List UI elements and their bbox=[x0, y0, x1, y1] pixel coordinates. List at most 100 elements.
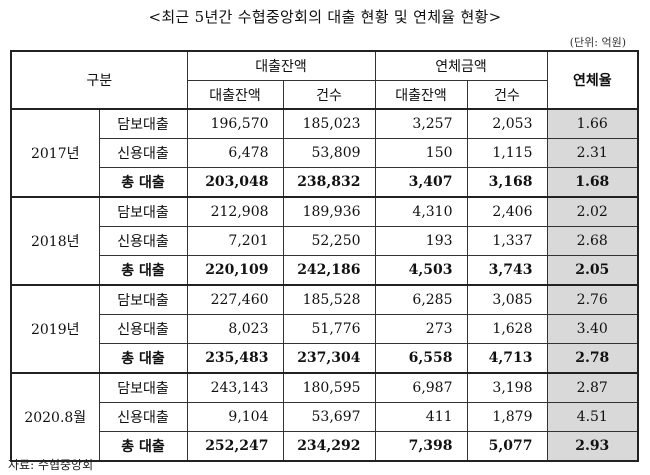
overdue-balance-cell: 6,987 bbox=[374, 372, 468, 403]
loan-type-cell: 신용대출 bbox=[98, 314, 188, 344]
table-row: 2017년 담보대출 196,570 185,023 3,257 2,053 1.66 bbox=[10, 108, 639, 198]
table-row: 총 대출 252,247 234,292 7,398 5,077 2.93 bbox=[11, 431, 639, 462]
year-cell: 2017년 bbox=[10, 108, 100, 198]
loan-balance-cell: 243,143 bbox=[186, 372, 284, 403]
overdue-balance-cell: 150 bbox=[374, 138, 468, 168]
loan-count-cell: 189,936 bbox=[282, 196, 376, 227]
unit-label: (단위: 억원) bbox=[569, 36, 626, 49]
table-row: 총 대출 220,109 242,186 4,503 3,743 2.05 bbox=[11, 255, 639, 286]
delinquency-rate-cell: 2.93 bbox=[546, 431, 639, 462]
table-row: 신용대출 7,201 52,250 193 1,337 2.68 bbox=[11, 226, 639, 256]
loan-type-cell: 총 대출 bbox=[98, 343, 188, 374]
header-row-1: 구분 대출잔액 연체금액 연체율 bbox=[10, 50, 639, 110]
header-loan-balance: 대출잔액 bbox=[186, 50, 376, 81]
overdue-balance-cell: 4,503 bbox=[374, 255, 468, 286]
overdue-balance-cell: 4,310 bbox=[374, 196, 468, 227]
year-cell: 2019년 bbox=[10, 284, 100, 374]
loan-type-cell: 신용대출 bbox=[98, 402, 188, 432]
table-row: 2020.8월 담보대출 243,143 180,595 6,987 3,198 2.87 bbox=[10, 372, 639, 462]
loan-balance-cell: 7,201 bbox=[186, 226, 284, 256]
delinquency-rate-cell: 2.68 bbox=[546, 226, 639, 256]
loan-count-cell: 238,832 bbox=[282, 167, 376, 198]
loan-balance-cell: 9,104 bbox=[186, 402, 284, 432]
loan-type-cell: 담보대출 bbox=[98, 284, 188, 315]
subheader-loan-balance: 대출잔액 bbox=[186, 80, 284, 110]
loan-count-cell: 53,697 bbox=[282, 402, 376, 432]
table-row: 신용대출 9,104 53,697 411 1,879 4.51 bbox=[11, 402, 639, 432]
overdue-count-cell: 3,743 bbox=[466, 255, 548, 286]
overdue-balance-cell: 6,285 bbox=[374, 284, 468, 315]
loan-balance-cell: 227,460 bbox=[186, 284, 284, 315]
year-cell: 2020.8월 bbox=[10, 372, 100, 462]
loan-type-cell: 총 대출 bbox=[98, 431, 188, 462]
overdue-count-cell: 1,337 bbox=[466, 226, 548, 256]
overdue-balance-cell: 3,257 bbox=[374, 108, 468, 139]
loan-type-cell: 신용대출 bbox=[98, 138, 188, 168]
loan-balance-cell: 235,483 bbox=[186, 343, 284, 374]
loan-count-cell: 53,809 bbox=[282, 138, 376, 168]
overdue-balance-cell: 6,558 bbox=[374, 343, 468, 374]
overdue-count-cell: 1,115 bbox=[466, 138, 548, 168]
loan-count-cell: 180,595 bbox=[282, 372, 376, 403]
loan-count-cell: 242,186 bbox=[282, 255, 376, 286]
header-row-2: 대출잔액 건수 대출잔액 건수 bbox=[11, 80, 638, 110]
loan-count-cell: 237,304 bbox=[282, 343, 376, 374]
loan-count-cell: 185,528 bbox=[282, 284, 376, 315]
overdue-balance-cell: 411 bbox=[374, 402, 468, 432]
loan-count-cell: 185,023 bbox=[282, 108, 376, 139]
header-category: 구분 bbox=[10, 50, 188, 110]
loan-balance-cell: 6,478 bbox=[186, 138, 284, 168]
delinquency-rate-cell: 1.66 bbox=[546, 108, 639, 139]
loan-type-cell: 담보대출 bbox=[98, 196, 188, 227]
loan-count-cell: 234,292 bbox=[282, 431, 376, 462]
year-cell: 2018년 bbox=[10, 196, 100, 286]
delinquency-rate-cell: 1.68 bbox=[546, 167, 639, 198]
source-note: 자료: 수협중앙회 bbox=[8, 458, 94, 472]
overdue-balance-cell: 3,407 bbox=[374, 167, 468, 198]
table-row: 총 대출 203,048 238,832 3,407 3,168 1.68 bbox=[11, 167, 639, 198]
delinquency-rate-cell: 2.31 bbox=[546, 138, 639, 168]
subheader-overdue-count: 건수 bbox=[466, 80, 548, 110]
overdue-count-cell: 2,053 bbox=[466, 108, 548, 139]
table-title: <최근 5년간 수협중앙회의 대출 현황 및 연체율 현황> bbox=[148, 8, 502, 26]
table-row: 총 대출 235,483 237,304 6,558 4,713 2.78 bbox=[11, 343, 639, 374]
loan-type-cell: 담보대출 bbox=[98, 372, 188, 403]
header-overdue-amount: 연체금액 bbox=[374, 50, 548, 81]
subheader-overdue-balance: 대출잔액 bbox=[374, 80, 468, 110]
loan-balance-cell: 203,048 bbox=[186, 167, 284, 198]
loan-type-cell: 담보대출 bbox=[98, 108, 188, 139]
table-row: 2018년 담보대출 212,908 189,936 4,310 2,406 2.02 bbox=[10, 196, 639, 286]
loan-balance-cell: 212,908 bbox=[186, 196, 284, 227]
loan-type-cell: 총 대출 bbox=[98, 167, 188, 198]
loan-balance-cell: 252,247 bbox=[186, 431, 284, 462]
loan-count-cell: 51,776 bbox=[282, 314, 376, 344]
loan-balance-cell: 196,570 bbox=[186, 108, 284, 139]
subheader-loan-count: 건수 bbox=[282, 80, 376, 110]
overdue-balance-cell: 273 bbox=[374, 314, 468, 344]
overdue-count-cell: 4,713 bbox=[466, 343, 548, 374]
overdue-count-cell: 3,085 bbox=[466, 284, 548, 315]
overdue-balance-cell: 7,398 bbox=[374, 431, 468, 462]
loan-status-table: 구분 대출잔액 연체금액 연체율 대출잔액 건수 대출잔액 건수 2017년 담보… bbox=[10, 50, 640, 462]
delinquency-rate-cell: 2.76 bbox=[546, 284, 639, 315]
delinquency-rate-cell: 2.87 bbox=[546, 372, 639, 403]
header-delinquency-rate: 연체율 bbox=[546, 50, 639, 110]
loan-balance-cell: 220,109 bbox=[186, 255, 284, 286]
overdue-count-cell: 3,198 bbox=[466, 372, 548, 403]
overdue-balance-cell: 193 bbox=[374, 226, 468, 256]
delinquency-rate-cell: 2.78 bbox=[546, 343, 639, 374]
loan-balance-cell: 8,023 bbox=[186, 314, 284, 344]
table-row: 신용대출 8,023 51,776 273 1,628 3.40 bbox=[11, 314, 639, 344]
overdue-count-cell: 1,879 bbox=[466, 402, 548, 432]
delinquency-rate-cell: 2.02 bbox=[546, 196, 639, 227]
table-row: 2019년 담보대출 227,460 185,528 6,285 3,085 2.76 bbox=[10, 284, 639, 374]
overdue-count-cell: 2,406 bbox=[466, 196, 548, 227]
table-row: 신용대출 6,478 53,809 150 1,115 2.31 bbox=[11, 138, 639, 168]
loan-count-cell: 52,250 bbox=[282, 226, 376, 256]
delinquency-rate-cell: 4.51 bbox=[546, 402, 639, 432]
loan-type-cell: 신용대출 bbox=[98, 226, 188, 256]
loan-type-cell: 총 대출 bbox=[98, 255, 188, 286]
overdue-count-cell: 1,628 bbox=[466, 314, 548, 344]
overdue-count-cell: 5,077 bbox=[466, 431, 548, 462]
delinquency-rate-cell: 3.40 bbox=[546, 314, 639, 344]
